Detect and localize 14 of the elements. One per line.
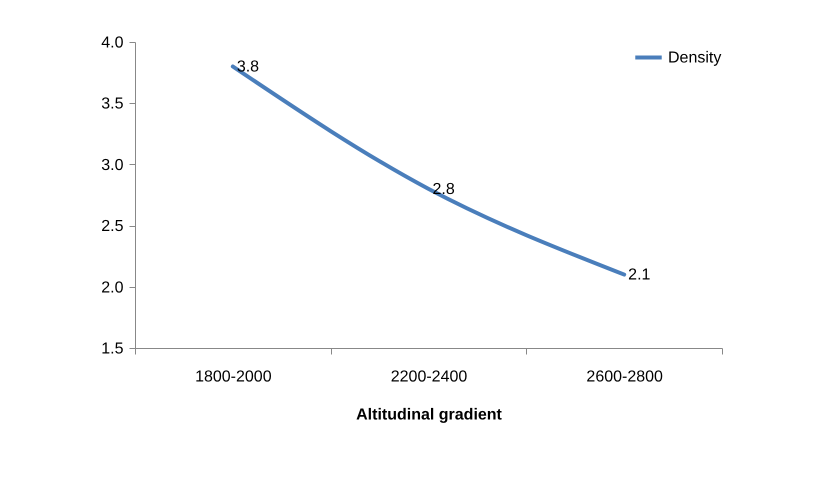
x-tick-label: 1800-2000 <box>195 368 272 386</box>
y-tick-label: 1.5 <box>101 340 124 358</box>
y-tick-label: 2.0 <box>101 279 124 296</box>
x-axis-title: Altitudinal gradient <box>356 406 503 424</box>
y-tick-label: 3.0 <box>101 156 124 174</box>
x-tick-label: 2200-2400 <box>390 368 468 386</box>
data-label: 3.8 <box>236 58 260 76</box>
y-tick-label: 2.5 <box>101 218 124 236</box>
y-tick-label: 3.5 <box>101 96 124 113</box>
legend-label: Density <box>668 50 722 66</box>
data-label: 2.8 <box>432 180 455 198</box>
data-label: 2.1 <box>628 266 651 284</box>
y-tick-label: 4.0 <box>101 34 124 52</box>
x-tick-label: 2600-2800 <box>586 368 664 386</box>
